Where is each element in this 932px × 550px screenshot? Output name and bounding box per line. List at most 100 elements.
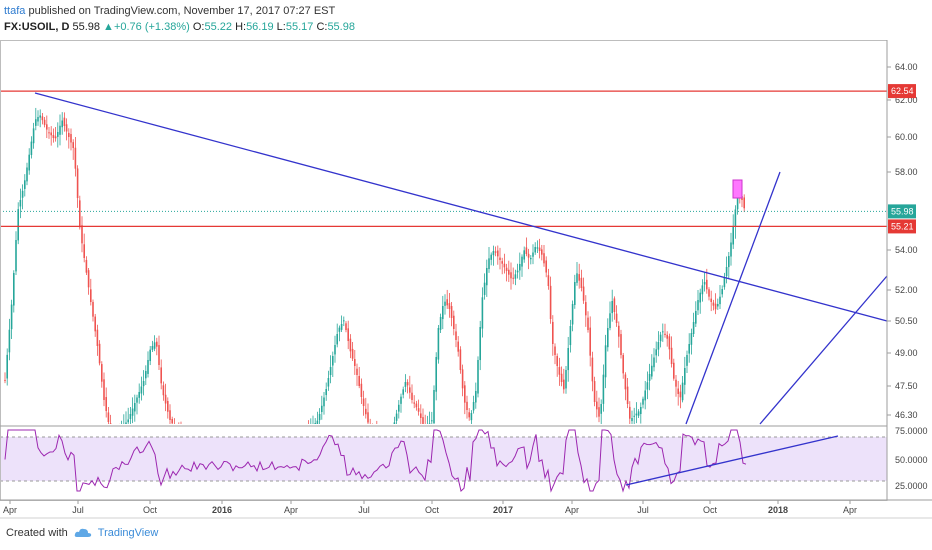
candle-body	[701, 285, 704, 295]
candle-body	[398, 404, 400, 412]
price-label-box	[888, 204, 916, 219]
candle-body	[734, 209, 737, 227]
candle-body	[448, 303, 451, 309]
candle-body	[646, 382, 649, 390]
candle-body	[28, 154, 30, 171]
y-tick-label: 54.00	[895, 245, 918, 255]
y-tick-label: 50.50	[895, 316, 918, 326]
candle-body	[336, 334, 338, 345]
price-label-box	[888, 84, 916, 99]
x-tick-label: Apr	[843, 505, 857, 515]
candle-body	[30, 141, 33, 155]
candle-body	[453, 315, 455, 329]
candle-body	[318, 414, 321, 421]
candle-body	[611, 301, 613, 314]
candle-body	[367, 412, 369, 423]
candle-body	[63, 117, 66, 126]
candle-body	[8, 329, 11, 353]
candle-body	[598, 407, 600, 417]
candle-body	[450, 306, 453, 318]
candle-body	[158, 345, 160, 365]
high-value: 56.19	[246, 21, 274, 33]
candle-body	[61, 120, 63, 128]
x-tick-label: Jul	[358, 505, 370, 515]
candle-body	[490, 254, 492, 260]
candle-body	[475, 391, 477, 403]
candle-body	[666, 334, 668, 339]
trendlines	[0, 90, 888, 425]
candle-body	[356, 368, 358, 375]
candle-body	[728, 256, 730, 268]
candle-body	[98, 343, 101, 364]
candle-body	[4, 379, 6, 381]
candle-body	[46, 124, 48, 130]
footer: Created with TradingView	[6, 527, 158, 539]
candle-body	[343, 320, 345, 322]
candle-body	[360, 383, 363, 397]
candle-body	[545, 260, 547, 273]
rsi-pane	[0, 429, 887, 493]
candle-body	[541, 249, 543, 255]
candle-body	[563, 379, 565, 390]
candle-body	[169, 410, 171, 420]
candle-body	[103, 379, 105, 400]
candle-body	[76, 168, 79, 198]
x-tick-label: Oct	[703, 505, 718, 515]
candle-body	[494, 251, 497, 253]
candle-body	[21, 190, 24, 198]
candle-body	[444, 301, 446, 306]
candle-body	[552, 321, 554, 344]
x-tick-label: Apr	[284, 505, 298, 515]
candle-body	[725, 267, 728, 277]
candle-body	[679, 391, 682, 398]
candle-body	[723, 278, 726, 288]
candle-body	[710, 298, 712, 302]
candle-body	[74, 147, 77, 169]
candle-body	[558, 367, 561, 375]
candle-body	[85, 259, 88, 273]
author-link[interactable]: ttafa	[4, 5, 26, 17]
candle-body	[68, 132, 70, 137]
candle-body	[393, 422, 396, 424]
candle-body	[527, 253, 530, 258]
candle-body	[409, 387, 411, 393]
ascending-trendline	[685, 171, 781, 425]
candle-body	[437, 328, 440, 360]
candle-body	[420, 413, 422, 418]
candle-body	[609, 313, 611, 329]
candle-body	[167, 401, 169, 412]
candle-body	[670, 347, 673, 364]
candle-body	[549, 285, 552, 319]
candle-body	[615, 313, 618, 323]
candle-body	[470, 413, 473, 421]
candle-body	[43, 119, 46, 125]
candle-body	[402, 389, 404, 395]
candle-body	[129, 414, 132, 419]
candle-body	[626, 386, 629, 404]
candle-body	[92, 301, 94, 317]
candle-body	[48, 132, 50, 134]
candle-body	[400, 396, 402, 404]
candle-body	[160, 367, 162, 384]
candle-body	[136, 397, 138, 403]
candle-body	[162, 385, 165, 396]
candle-body	[354, 359, 356, 366]
candle-body	[587, 317, 589, 330]
tradingview-brand[interactable]: TradingView	[97, 527, 159, 539]
candle-body	[472, 402, 475, 411]
candle-body	[109, 423, 112, 425]
candle-body	[690, 333, 693, 345]
candle-body	[516, 270, 519, 273]
candle-body	[578, 274, 580, 281]
candle-body	[501, 261, 503, 264]
candle-body	[532, 252, 534, 257]
candle-body	[567, 348, 569, 371]
rsi-tick-label: 25.0000	[895, 481, 928, 491]
open-label: O:	[192, 21, 205, 33]
y-tick-label: 64.00	[895, 62, 918, 72]
candle-body	[347, 328, 349, 341]
candle-body	[107, 412, 110, 422]
candle-body	[505, 267, 508, 271]
x-tick-label: Apr	[565, 505, 579, 515]
